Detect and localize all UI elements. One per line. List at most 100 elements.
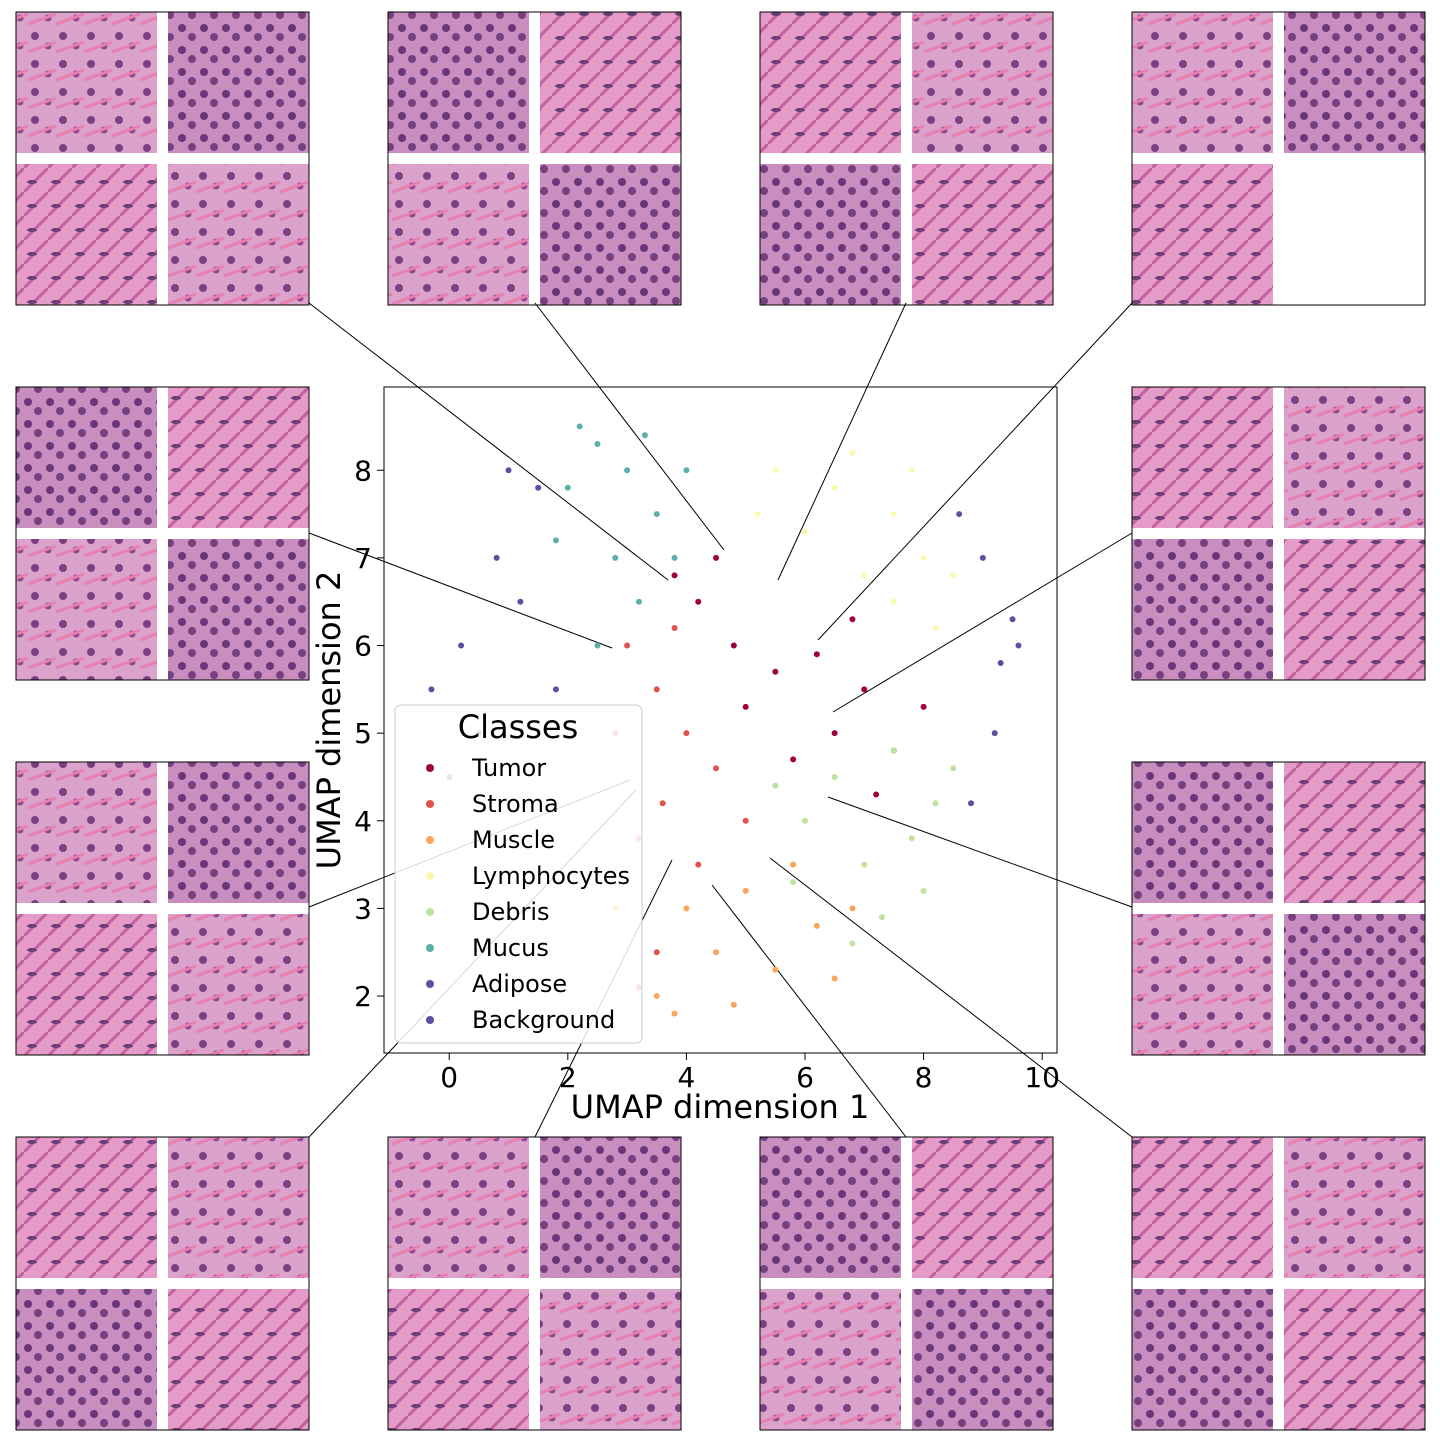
tile-image xyxy=(16,387,157,528)
y-tick-label: 7 xyxy=(354,542,372,575)
tile-image xyxy=(168,539,309,680)
scatter-point xyxy=(493,554,500,561)
scatter-point xyxy=(956,511,963,518)
tile-image xyxy=(168,12,309,153)
tile-image xyxy=(540,164,681,305)
scatter-point xyxy=(790,879,797,886)
scatter-point xyxy=(831,484,838,491)
scatter-point xyxy=(653,949,660,956)
legend: Tumor Stroma Muscle Lymphocytes Debris Mucus A… xyxy=(426,754,630,1034)
scatter-point xyxy=(1015,642,1022,649)
scatter-point xyxy=(505,467,512,474)
tile-image xyxy=(540,12,681,153)
scatter-point xyxy=(979,554,986,561)
scatter-point xyxy=(641,432,648,439)
scatter-point xyxy=(890,747,897,754)
tile-image xyxy=(760,164,901,305)
plot-frame xyxy=(383,386,1058,1054)
legend-marker xyxy=(426,980,434,988)
scatter-point xyxy=(813,922,820,929)
tile-image xyxy=(540,1137,681,1278)
tile-image xyxy=(168,1289,309,1430)
scatter-point xyxy=(790,861,797,868)
legend-label: Lymphocytes xyxy=(472,862,630,890)
x-tick-label: 2 xyxy=(559,1061,577,1094)
tile-frame xyxy=(1131,11,1426,306)
y-tick-label: 4 xyxy=(354,805,372,838)
scatter-point xyxy=(908,467,915,474)
scatter-point xyxy=(991,730,998,737)
tile-image xyxy=(1132,914,1273,1055)
legend-marker xyxy=(426,872,434,880)
tile-image xyxy=(1284,1289,1425,1430)
y-tick-label: 5 xyxy=(354,717,372,750)
legend-marker xyxy=(426,944,434,952)
legend-label: Tumor xyxy=(471,754,546,782)
y-tick-label: 6 xyxy=(354,630,372,663)
scatter-point xyxy=(772,668,779,675)
tile-image xyxy=(912,164,1053,305)
scatter-point xyxy=(552,686,559,693)
scatter-point xyxy=(713,765,720,772)
scatter-point xyxy=(564,484,571,491)
scatter-point xyxy=(653,686,660,693)
scatter-point xyxy=(671,624,678,631)
scatter-point xyxy=(659,800,666,807)
tile-image xyxy=(912,1289,1053,1430)
connector xyxy=(827,796,1133,908)
tile-image xyxy=(1132,539,1273,680)
tile-frame xyxy=(1131,1136,1426,1431)
tile-frame xyxy=(759,11,1054,306)
tile-image xyxy=(1284,387,1425,528)
scatter-point xyxy=(801,817,808,824)
scatter-point xyxy=(683,730,690,737)
connector xyxy=(711,884,907,1138)
plot: 0 2 4 6 8 10 2 3 4 5 6 7 8 xyxy=(354,423,1060,1094)
tile-image xyxy=(16,12,157,153)
legend-label: Stroma xyxy=(472,790,559,818)
legend-title: Classes xyxy=(458,708,579,746)
tile xyxy=(1131,386,1426,681)
scatter-point xyxy=(624,642,631,649)
scatter-point xyxy=(653,511,660,518)
scatter-point xyxy=(950,572,957,579)
connector xyxy=(308,532,613,649)
tile-frame xyxy=(759,1136,1054,1431)
tile-image xyxy=(1132,12,1273,153)
tile-image xyxy=(1132,1137,1273,1278)
scatter-point xyxy=(772,966,779,973)
scatter-point xyxy=(683,905,690,912)
tile-image xyxy=(1132,762,1273,903)
scatter-point xyxy=(635,598,642,605)
tile xyxy=(1131,761,1426,1056)
scatter-point xyxy=(801,528,808,535)
connector xyxy=(817,302,1133,641)
scatter-point xyxy=(890,511,897,518)
scatter-point xyxy=(849,616,856,623)
tile-frame xyxy=(15,1136,310,1431)
scatter-point xyxy=(932,800,939,807)
tile-image xyxy=(16,1137,157,1278)
legend-label: Background xyxy=(472,1006,615,1034)
tile-image xyxy=(388,12,529,153)
tile xyxy=(15,761,310,1056)
connector xyxy=(308,302,669,581)
tile-frame xyxy=(1131,761,1426,1056)
scatter-point xyxy=(683,467,690,474)
tile-image xyxy=(1284,914,1425,1055)
tile-image xyxy=(16,762,157,903)
tile xyxy=(15,386,310,681)
connector xyxy=(769,857,1133,1138)
scatter-point xyxy=(873,791,880,798)
scatter-point xyxy=(730,642,737,649)
scatter-point xyxy=(594,440,601,447)
connector xyxy=(832,532,1133,713)
scatter-point xyxy=(695,861,702,868)
y-tick-label: 8 xyxy=(354,454,372,487)
scatter-point xyxy=(772,782,779,789)
x-axis-label: UMAP dimension 1 xyxy=(571,1088,870,1126)
scatter-point xyxy=(624,467,631,474)
connector xyxy=(534,302,725,551)
scatter-point xyxy=(879,914,886,921)
connector xyxy=(777,302,907,581)
